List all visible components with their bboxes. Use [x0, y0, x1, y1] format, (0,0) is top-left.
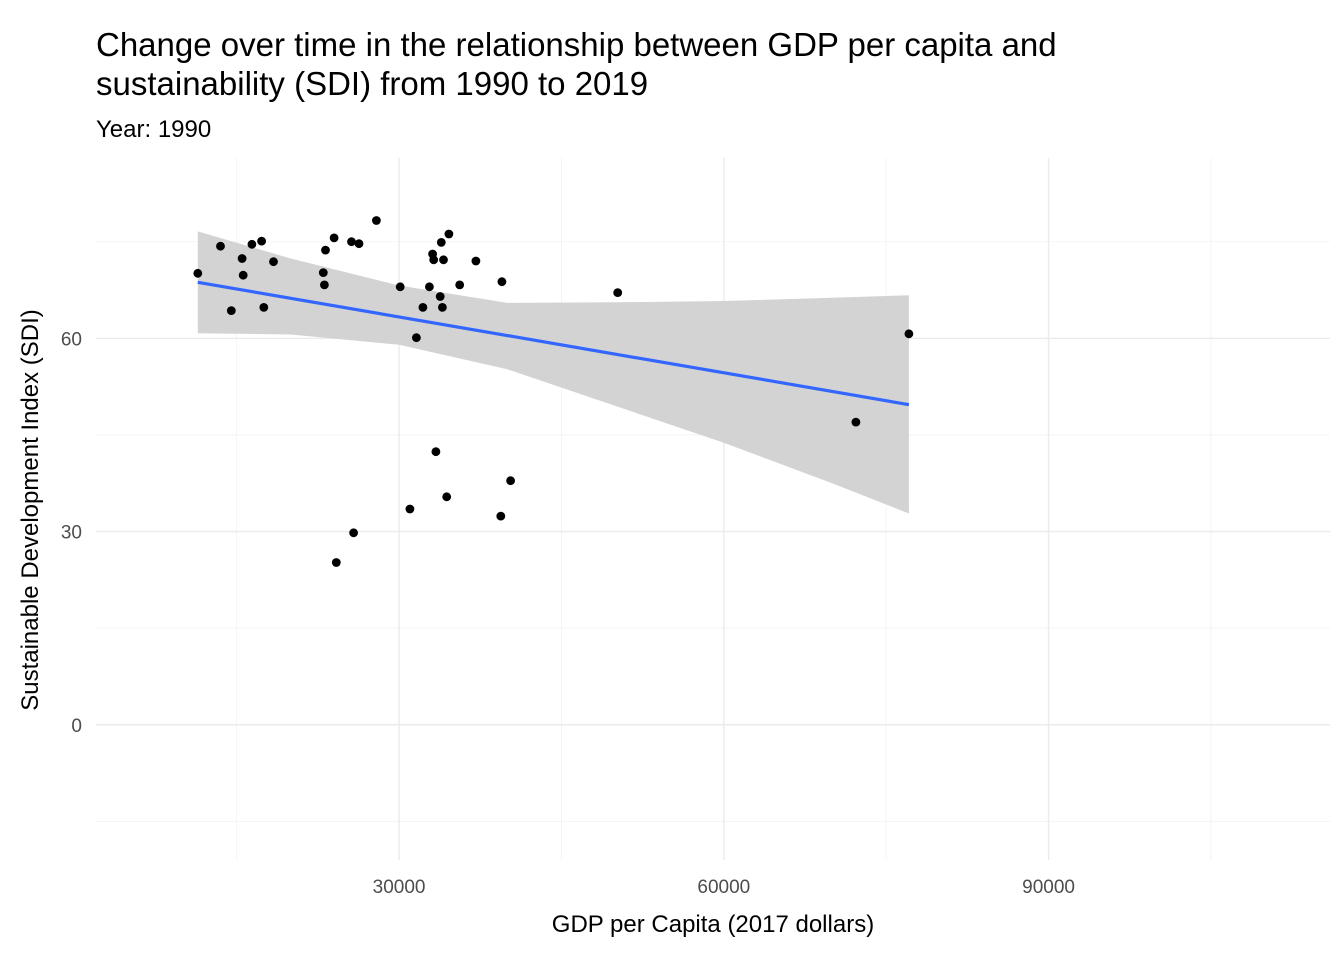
data-point [439, 255, 448, 265]
data-point [405, 504, 415, 514]
data-point [506, 476, 515, 486]
data-point [444, 229, 454, 239]
y-tick-label: 60 [61, 329, 82, 350]
data-point [429, 255, 439, 265]
data-point [471, 256, 481, 266]
x-tick-label: 60000 [697, 877, 750, 898]
data-point [497, 277, 507, 287]
data-point [431, 447, 441, 457]
data-point [904, 329, 914, 339]
data-point [329, 233, 339, 243]
data-point [259, 303, 269, 312]
chart-subtitle: Year: 1990 [96, 116, 211, 143]
data-point [349, 528, 358, 538]
y-tick-label: 30 [61, 523, 82, 544]
data-point [425, 282, 434, 292]
data-point [372, 216, 381, 225]
data-point [435, 292, 445, 301]
data-point [442, 492, 452, 502]
data-points [193, 216, 914, 567]
data-point [269, 257, 278, 267]
x-axis-title: GDP per Capita (2017 dollars) [552, 911, 874, 938]
data-point [237, 254, 247, 263]
chart-title-line-2: sustainability (SDI) from 1990 to 2019 [96, 65, 648, 102]
tick-labels: 30000 60000 90000 0 30 60 [61, 329, 1075, 898]
trend-line-layer [197, 280, 910, 407]
confidence-band-layer [197, 231, 909, 514]
data-point [496, 511, 506, 521]
data-point [193, 268, 203, 278]
data-point [321, 245, 330, 255]
data-point [320, 280, 329, 290]
chart-title-line-1: Change over time in the relationship bet… [96, 26, 1057, 63]
data-point [216, 241, 225, 251]
data-point [257, 236, 266, 246]
data-point [238, 270, 248, 280]
x-tick-label: 90000 [1022, 877, 1075, 898]
data-point [418, 303, 428, 312]
data-point [395, 282, 405, 292]
y-axis-title: Sustainable Development Index (SDI) [17, 309, 44, 711]
data-point [354, 239, 364, 249]
data-point [851, 417, 861, 427]
trend-line [197, 280, 910, 407]
data-point [347, 237, 356, 247]
data-point [438, 303, 447, 312]
data-point [613, 288, 623, 297]
data-point [331, 558, 341, 567]
data-point [226, 306, 236, 315]
data-point [436, 238, 446, 247]
data-point [318, 268, 328, 277]
confidence-band [197, 231, 909, 514]
data-point [412, 333, 421, 343]
data-point [247, 239, 257, 249]
y-tick-label: 0 [71, 716, 82, 737]
data-point [455, 280, 465, 290]
x-tick-label: 30000 [373, 877, 426, 898]
